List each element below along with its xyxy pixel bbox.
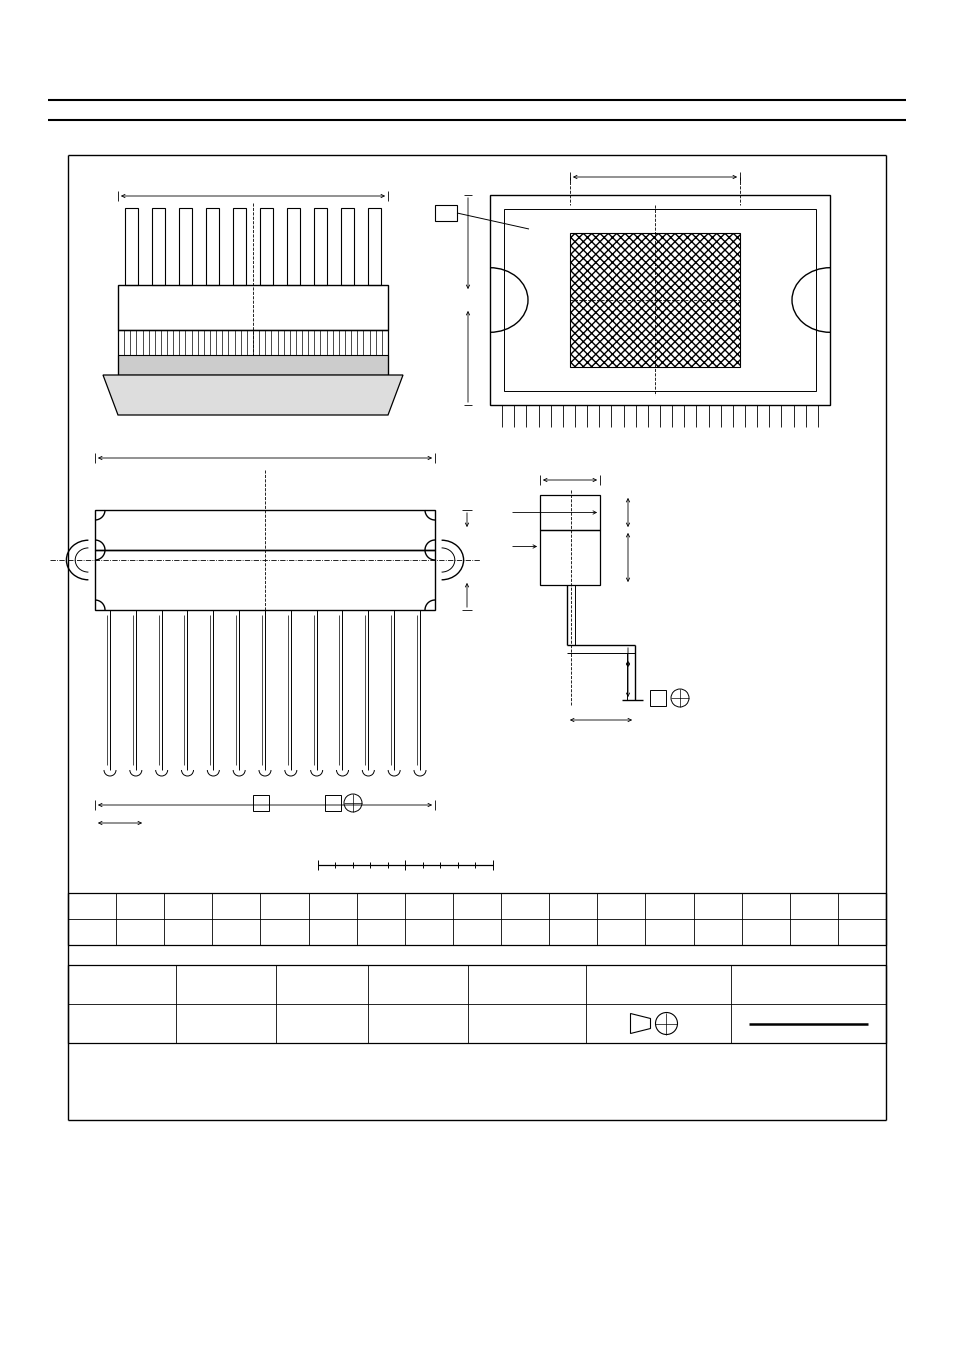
Bar: [341, 208, 354, 285]
Bar: [179, 208, 192, 285]
Bar: [368, 208, 380, 285]
Bar: [314, 208, 326, 285]
Bar: [95, 550, 435, 611]
Bar: [503, 209, 815, 390]
Bar: [216, 330, 222, 370]
Bar: [435, 205, 456, 222]
Bar: [142, 330, 149, 370]
Bar: [192, 330, 197, 370]
Bar: [253, 794, 269, 811]
Bar: [265, 330, 271, 370]
Bar: [233, 208, 245, 285]
Bar: [253, 330, 259, 370]
Bar: [539, 494, 599, 530]
Bar: [539, 530, 599, 585]
Bar: [118, 355, 388, 376]
Bar: [131, 330, 136, 370]
Bar: [302, 330, 308, 370]
Bar: [118, 285, 388, 330]
Bar: [204, 330, 210, 370]
Polygon shape: [103, 376, 402, 415]
Bar: [206, 208, 218, 285]
Bar: [68, 893, 885, 944]
Bar: [490, 195, 829, 405]
Bar: [118, 330, 124, 370]
Bar: [95, 509, 435, 550]
Bar: [260, 208, 273, 285]
Bar: [228, 330, 234, 370]
Bar: [277, 330, 283, 370]
Bar: [363, 330, 369, 370]
Bar: [125, 208, 137, 285]
Bar: [314, 330, 320, 370]
Polygon shape: [630, 1013, 650, 1034]
Bar: [569, 232, 740, 367]
Bar: [118, 330, 388, 376]
Bar: [326, 330, 333, 370]
Bar: [649, 690, 665, 707]
Bar: [240, 330, 247, 370]
Bar: [68, 965, 885, 1043]
Bar: [154, 330, 161, 370]
Bar: [338, 330, 345, 370]
Bar: [287, 208, 299, 285]
Bar: [152, 208, 165, 285]
Bar: [167, 330, 173, 370]
Bar: [351, 330, 357, 370]
Bar: [290, 330, 295, 370]
Bar: [325, 794, 340, 811]
Bar: [375, 330, 381, 370]
Bar: [179, 330, 185, 370]
